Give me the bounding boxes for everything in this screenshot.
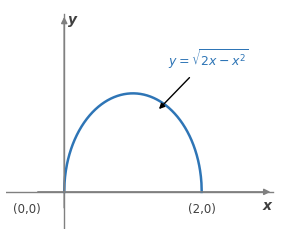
Text: x: x	[262, 199, 271, 213]
Text: y: y	[68, 13, 77, 27]
Text: (0,0): (0,0)	[12, 203, 40, 216]
Text: $y = \sqrt{2x - x^2}$: $y = \sqrt{2x - x^2}$	[168, 47, 249, 71]
Text: (2,0): (2,0)	[188, 203, 216, 216]
